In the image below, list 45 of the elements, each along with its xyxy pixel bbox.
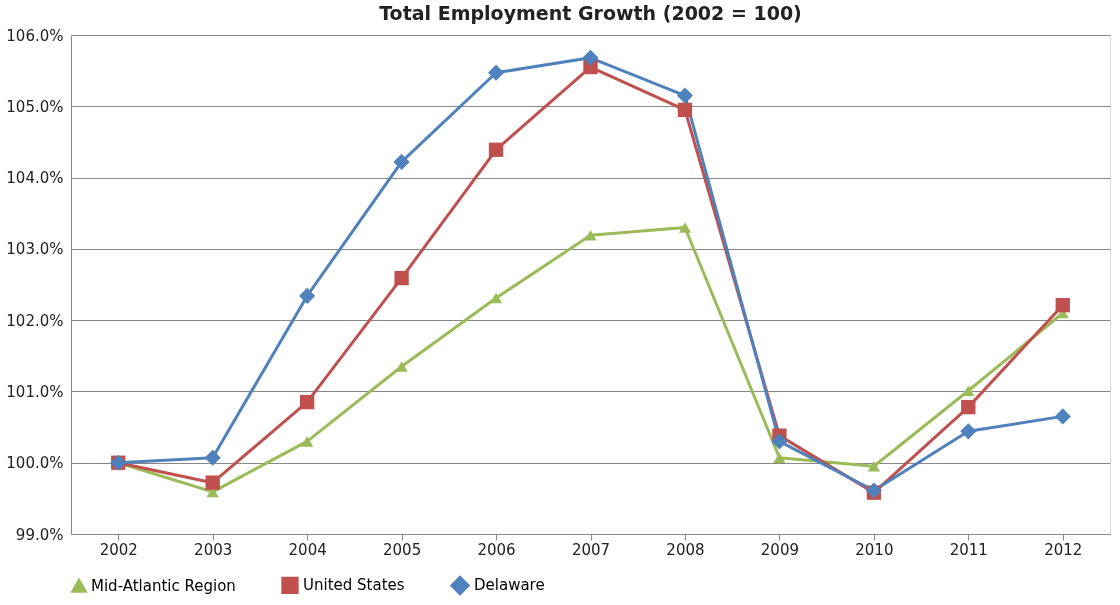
point xyxy=(678,222,692,233)
point xyxy=(487,64,505,81)
point xyxy=(676,87,694,104)
point xyxy=(1054,408,1071,425)
point xyxy=(394,270,409,286)
point xyxy=(960,423,977,440)
legend-label: Delaware xyxy=(474,576,545,595)
legend-label: Mid-Atlantic Region xyxy=(91,576,236,595)
x-tick-label: 2010 xyxy=(855,540,894,559)
x-tick-label: 2007 xyxy=(571,540,611,559)
point xyxy=(301,436,314,447)
point xyxy=(582,49,599,66)
point xyxy=(488,142,504,157)
legend-label: United States xyxy=(303,576,405,595)
y-tick-label: 102.0% xyxy=(6,311,64,330)
x-tick-label: 2006 xyxy=(477,540,516,559)
y-tick-label: 101.0% xyxy=(6,382,64,401)
point xyxy=(677,102,693,118)
point xyxy=(1055,298,1070,313)
y-tick-label: 100.0% xyxy=(6,454,64,473)
point xyxy=(773,452,786,464)
point xyxy=(584,230,597,241)
y-tick-label: 106.0% xyxy=(6,26,64,45)
x-tick-label: 2005 xyxy=(383,540,422,559)
y-tick-label: 104.0% xyxy=(6,169,64,188)
point xyxy=(961,399,976,415)
x-tick-label: 2003 xyxy=(194,540,233,559)
point xyxy=(204,449,221,466)
point xyxy=(205,475,220,490)
x-tick-label: 2002 xyxy=(99,540,138,559)
x-tick-label: 2009 xyxy=(760,540,799,559)
point xyxy=(489,292,503,304)
point xyxy=(867,460,880,472)
y-tick-label: 103.0% xyxy=(6,240,64,259)
point xyxy=(771,433,788,450)
x-tick-label: 2008 xyxy=(666,540,705,559)
x-tick-label: 2011 xyxy=(949,540,988,559)
x-tick-label: 2004 xyxy=(288,540,327,559)
x-tick-label: 2012 xyxy=(1044,540,1083,559)
y-tick-label: 99.0% xyxy=(15,525,64,544)
point xyxy=(299,287,316,304)
chart-title: Total Employment Growth (2002 = 100) xyxy=(379,2,802,24)
point xyxy=(393,153,410,170)
point xyxy=(299,394,315,410)
y-tick-label: 105.0% xyxy=(6,97,64,116)
